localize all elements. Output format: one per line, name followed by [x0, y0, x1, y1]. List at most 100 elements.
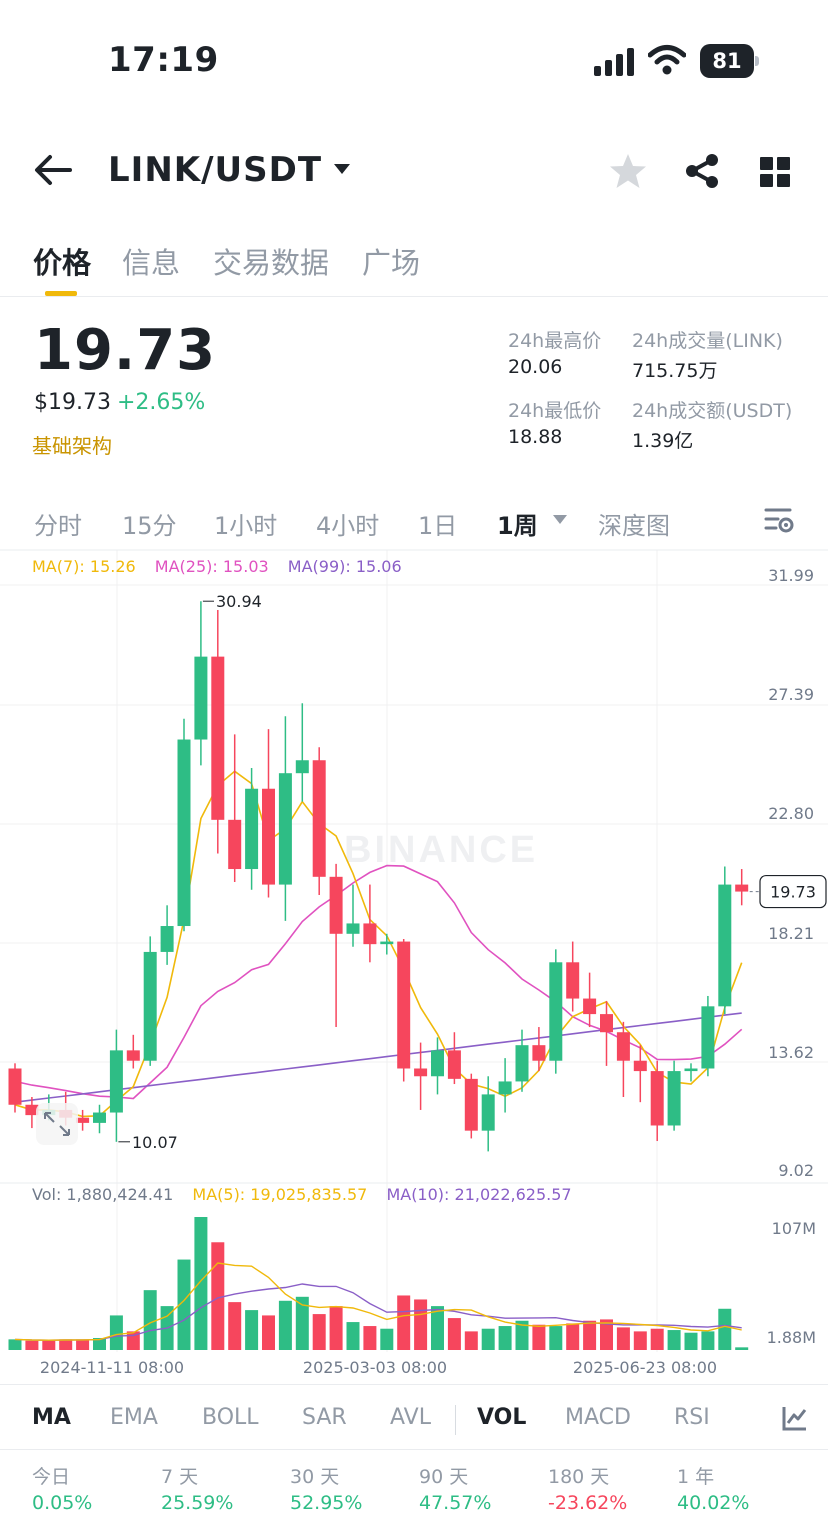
- volume-bar: [549, 1326, 563, 1350]
- indicator-rsi[interactable]: RSI: [674, 1405, 710, 1430]
- pair-dropdown-icon[interactable]: [334, 164, 350, 174]
- candle-body: [346, 923, 360, 934]
- volume-bar: [667, 1330, 681, 1350]
- volume-bar: [177, 1259, 191, 1350]
- volume-bar: [346, 1322, 360, 1350]
- ma25-line: [14, 864, 743, 1100]
- vol-legend: Vol: 1,880,424.41 MA(5): 19,025,835.57 M…: [32, 1185, 572, 1204]
- price-axis-label: 22.80: [768, 804, 814, 823]
- volume-bar: [245, 1310, 259, 1350]
- vol-ma10: MA(10): 21,022,625.57: [386, 1185, 572, 1204]
- ma7-legend: MA(7): 15.26: [32, 557, 136, 576]
- kline-chart[interactable]: BINANCE 31.99 27.39 22.80 18.21 13.62 9.02 30.9…: [0, 548, 828, 1384]
- page-tabs: 价格 信息 交易数据 广场: [0, 236, 828, 296]
- indicator-macd[interactable]: MACD: [565, 1405, 631, 1430]
- tab-info[interactable]: 信息: [122, 246, 181, 280]
- candle-body: [583, 998, 597, 1015]
- favorite-star-icon[interactable]: [608, 152, 648, 190]
- volume-bar: [228, 1302, 242, 1350]
- indicator-boll[interactable]: BOLL: [202, 1405, 259, 1430]
- timeframe-15m[interactable]: 15分: [122, 512, 177, 540]
- volume-bar: [718, 1308, 732, 1350]
- share-icon[interactable]: [684, 153, 720, 189]
- candle-body: [667, 1071, 681, 1126]
- candle-body: [126, 1050, 140, 1061]
- volume-bar: [194, 1217, 208, 1350]
- perf-label: 180 天: [548, 1466, 610, 1488]
- candle-body: [633, 1060, 647, 1072]
- candle-body: [431, 1050, 444, 1077]
- indicator-sar[interactable]: SAR: [302, 1405, 347, 1430]
- indicator-vol[interactable]: VOL: [477, 1405, 527, 1430]
- last-price-label: 19.73: [770, 883, 816, 902]
- pair-title[interactable]: LINK/USDT: [108, 150, 323, 190]
- ma-legend: MA(7): 15.26 MA(25): 15.03 MA(99): 15.06: [32, 557, 402, 576]
- volume-bar: [616, 1327, 630, 1350]
- volume-bar: [447, 1318, 461, 1350]
- candle-body: [414, 1068, 428, 1077]
- candle-body: [93, 1112, 106, 1123]
- ma99-legend: MA(99): 15.06: [287, 557, 402, 576]
- volume-bar: [414, 1299, 428, 1350]
- vol-ma5: MA(5): 19,025,835.57: [192, 1185, 368, 1204]
- candle-body: [481, 1094, 495, 1131]
- timeframe-1d[interactable]: 1日: [418, 512, 458, 540]
- grid-menu-icon[interactable]: [760, 157, 790, 187]
- volume-bar: [329, 1306, 343, 1350]
- indicator-separator: [455, 1405, 456, 1435]
- battery-level: 81: [700, 44, 754, 78]
- candle-body: [464, 1078, 478, 1131]
- perf-label: 7 天: [161, 1466, 199, 1488]
- timeframe-1h[interactable]: 1小时: [214, 512, 278, 540]
- tab-square[interactable]: 广场: [362, 246, 421, 280]
- timeframe-1w[interactable]: 1周: [497, 512, 538, 540]
- perf-value: 52.95%: [290, 1492, 363, 1514]
- timeframe-tick[interactable]: 分时: [34, 512, 82, 540]
- candle-body: [245, 788, 259, 870]
- high-label: 24h最高价: [508, 330, 602, 352]
- indicator-avl[interactable]: AVL: [390, 1405, 431, 1430]
- low-value: 18.88: [508, 426, 563, 448]
- vol-link-label: 24h成交量(LINK): [632, 330, 783, 352]
- volume-axis-label: 1.88M: [767, 1328, 816, 1347]
- indicator-tabs: MA EMA BOLL SAR AVL VOL MACD RSI: [0, 1384, 828, 1450]
- category-tag[interactable]: 基础架构: [32, 434, 112, 458]
- timeframe-4h[interactable]: 4小时: [316, 512, 380, 540]
- candle-body: [194, 656, 208, 740]
- chart-settings-icon[interactable]: [764, 506, 794, 534]
- last-price-tag: [759, 874, 827, 909]
- candle-body: [701, 1006, 715, 1069]
- volume-bar: [650, 1328, 664, 1350]
- volume-bar: [532, 1324, 546, 1350]
- timeframe-dropdown-icon[interactable]: [553, 515, 567, 524]
- perf-label: 今日: [32, 1466, 71, 1488]
- vol-usdt-label: 24h成交额(USDT): [632, 400, 793, 422]
- ma25-legend: MA(25): 15.03: [154, 557, 269, 576]
- tab-price[interactable]: 价格: [33, 246, 92, 280]
- perf-value: 25.59%: [161, 1492, 234, 1514]
- last-price: 19.73: [34, 318, 217, 383]
- volume-bar: [397, 1295, 411, 1350]
- candle-body: [380, 941, 394, 945]
- price-change: +2.65%: [117, 390, 206, 415]
- candle-body: [262, 788, 275, 885]
- vol-ma10-line: [14, 1283, 742, 1341]
- indicator-ema[interactable]: EMA: [110, 1405, 158, 1430]
- depth-chart-tab[interactable]: 深度图: [598, 512, 670, 540]
- volume-bar: [498, 1326, 512, 1350]
- perf-value: 40.02%: [677, 1492, 750, 1514]
- candle-body: [566, 962, 580, 999]
- indicator-ma[interactable]: MA: [32, 1405, 71, 1430]
- volume-bar: [59, 1339, 73, 1350]
- volume-bar: [42, 1340, 56, 1350]
- indicator-settings-icon[interactable]: [782, 1405, 808, 1431]
- volume-bar: [633, 1331, 647, 1350]
- max-label: 30.94: [216, 592, 262, 611]
- back-arrow-icon[interactable]: [34, 154, 72, 186]
- vol-value: Vol: 1,880,424.41: [32, 1185, 174, 1204]
- cellular-signal-icon: [594, 48, 634, 76]
- volume-bar: [312, 1314, 326, 1350]
- candle-body: [650, 1071, 664, 1126]
- tab-trading-data[interactable]: 交易数据: [213, 246, 330, 280]
- volume-axis-label: 107M: [772, 1219, 816, 1238]
